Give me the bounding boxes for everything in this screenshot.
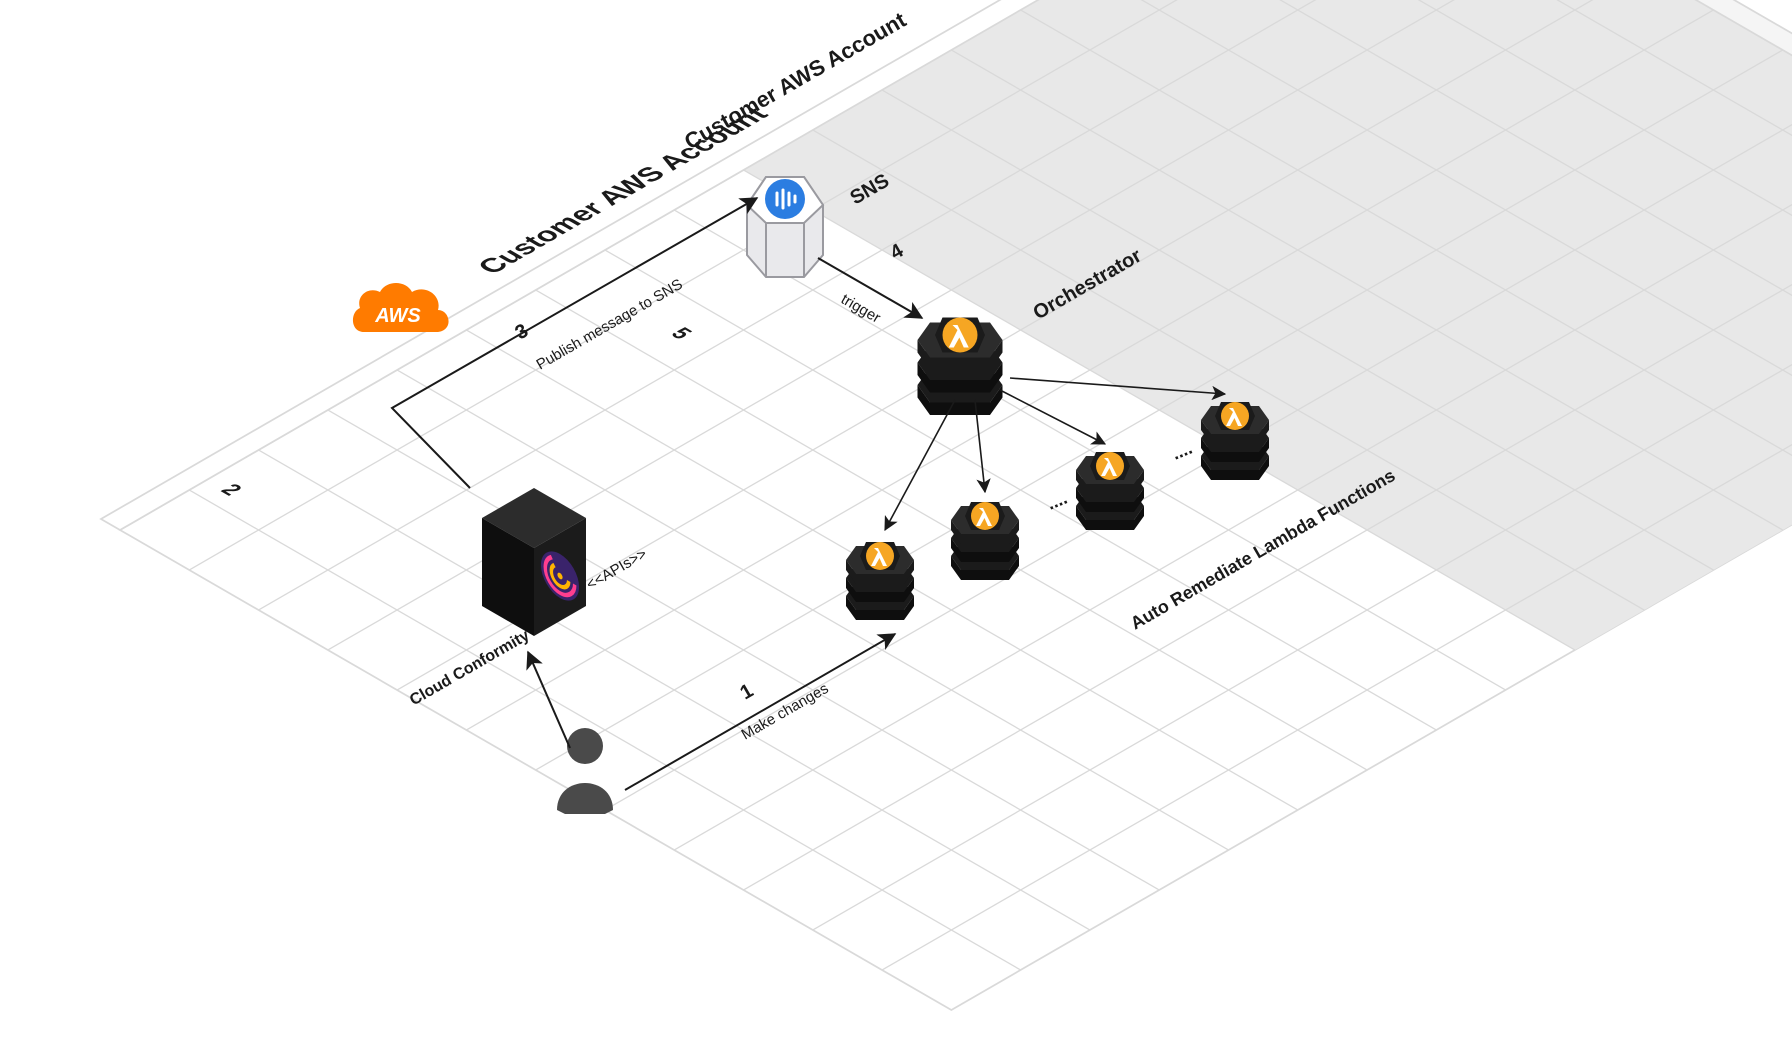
floor-grid (101, 0, 1792, 1010)
lambda-2 (951, 502, 1019, 580)
aws-badge-text: AWS (374, 305, 421, 327)
aws-badge: AWS (353, 283, 449, 332)
architecture-diagram: Customer AWS Account Customer AWS Accoun… (0, 0, 1792, 1063)
lambda-1 (846, 542, 914, 620)
lambda-4 (1201, 402, 1269, 480)
lambda-3 (1076, 452, 1144, 530)
